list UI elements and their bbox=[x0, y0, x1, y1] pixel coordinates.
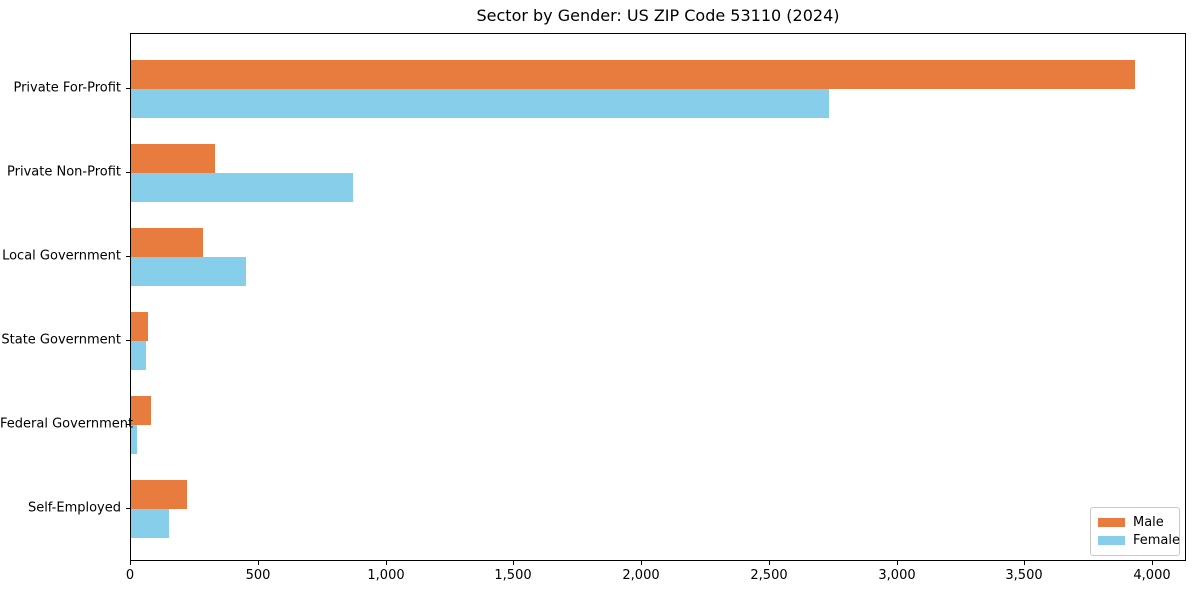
x-tick-mark-500 bbox=[258, 561, 259, 565]
bar-male-private-non-profit bbox=[131, 144, 215, 173]
bar-female-private-for-profit bbox=[131, 89, 829, 118]
bar-female-state-government bbox=[131, 341, 146, 370]
y-tick-mark-state-government bbox=[126, 340, 130, 341]
bar-female-self-employed bbox=[131, 509, 169, 538]
chart-title: Sector by Gender: US ZIP Code 53110 (202… bbox=[476, 6, 840, 25]
x-tick-label-1500: 1,500 bbox=[494, 568, 532, 583]
legend-swatch-male bbox=[1098, 518, 1125, 527]
y-tick-mark-local-government bbox=[126, 256, 130, 257]
legend-label-female: Female bbox=[1133, 533, 1181, 548]
x-tick-label-1000: 1,000 bbox=[367, 568, 405, 583]
x-tick-label-2000: 2,000 bbox=[622, 568, 660, 583]
x-tick-mark-0 bbox=[130, 561, 131, 565]
bar-male-local-government bbox=[131, 228, 203, 257]
legend-item-female: Female bbox=[1098, 534, 1180, 547]
x-tick-mark-2000 bbox=[641, 561, 642, 565]
x-tick-mark-4000 bbox=[1152, 561, 1153, 565]
y-tick-label-state-government: State Government bbox=[1, 332, 121, 348]
x-tick-mark-2500 bbox=[769, 561, 770, 565]
y-tick-label-self-employed: Self-Employed bbox=[27, 500, 121, 516]
y-tick-mark-self-employed bbox=[126, 508, 130, 509]
legend-item-male: Male bbox=[1098, 516, 1172, 529]
y-tick-label-private-non-profit: Private Non-Profit bbox=[7, 164, 121, 180]
y-tick-mark-private-for-profit bbox=[126, 88, 130, 89]
x-tick-label-500: 500 bbox=[245, 568, 271, 583]
y-tick-mark-private-non-profit bbox=[126, 172, 130, 173]
legend: Male Female bbox=[1090, 507, 1180, 556]
y-tick-label-private-for-profit: Private For-Profit bbox=[13, 80, 121, 96]
bar-male-state-government bbox=[131, 312, 148, 341]
bar-female-federal-government bbox=[131, 425, 137, 454]
bar-female-private-non-profit bbox=[131, 173, 353, 202]
bar-male-federal-government bbox=[131, 396, 151, 425]
x-tick-mark-1000 bbox=[386, 561, 387, 565]
x-tick-mark-1500 bbox=[513, 561, 514, 565]
y-tick-label-federal-government: Federal Government bbox=[0, 416, 134, 432]
x-tick-mark-3500 bbox=[1024, 561, 1025, 565]
y-tick-label-local-government: Local Government bbox=[2, 248, 121, 264]
y-tick-mark-federal-government bbox=[126, 424, 130, 425]
x-tick-label-4000: 4,000 bbox=[1133, 568, 1171, 583]
x-tick-label-2500: 2,500 bbox=[750, 568, 788, 583]
plot-area bbox=[130, 33, 1186, 561]
x-tick-label-0: 0 bbox=[125, 568, 135, 583]
x-tick-label-3500: 3,500 bbox=[1005, 568, 1043, 583]
x-tick-label-3000: 3,000 bbox=[878, 568, 916, 583]
legend-swatch-female bbox=[1098, 536, 1125, 545]
legend-label-male: Male bbox=[1133, 515, 1164, 530]
x-tick-mark-3000 bbox=[897, 561, 898, 565]
bar-male-self-employed bbox=[131, 480, 187, 509]
bar-female-local-government bbox=[131, 257, 246, 286]
bar-male-private-for-profit bbox=[131, 60, 1135, 89]
